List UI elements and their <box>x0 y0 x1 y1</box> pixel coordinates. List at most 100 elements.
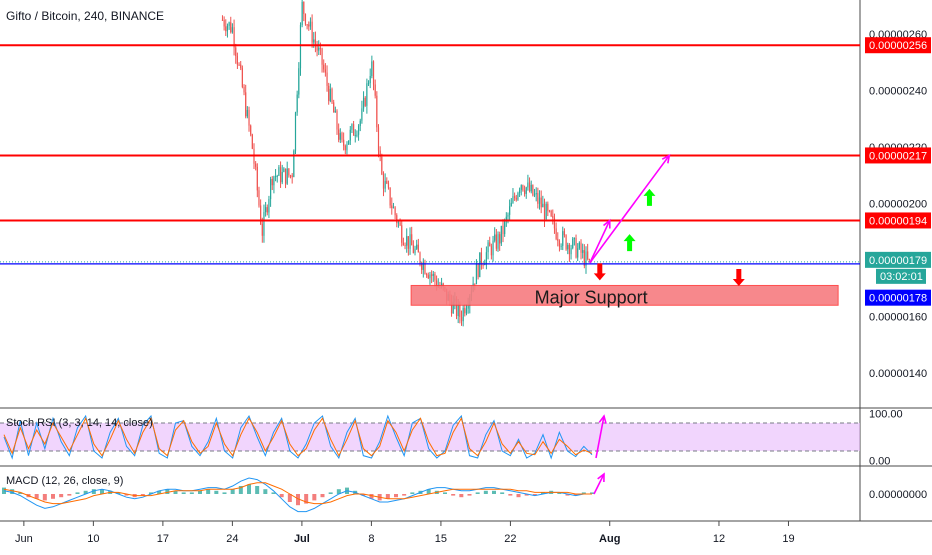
macd-histogram-bar <box>336 489 341 494</box>
stoch-y-tick: 0.00 <box>869 455 890 467</box>
candle-body <box>396 215 398 224</box>
candle-body <box>474 283 476 285</box>
arrow-down-icon[interactable] <box>732 268 745 286</box>
candle-body <box>558 240 561 247</box>
macd-histogram-bar <box>230 489 235 494</box>
candle-body <box>520 185 522 190</box>
macd-histogram-bar <box>524 494 529 496</box>
x-tick-label: 24 <box>226 533 238 545</box>
candle-body <box>477 264 479 278</box>
macd-histogram-bar <box>173 490 178 494</box>
support-zone[interactable] <box>410 284 839 306</box>
stoch-projection-arrow[interactable] <box>595 415 605 459</box>
candle-body <box>386 180 388 184</box>
candle-body <box>572 238 574 249</box>
macd-histogram-bar <box>59 494 64 498</box>
stoch-projection-arrow-head <box>598 414 607 424</box>
candle-body <box>246 109 248 117</box>
candle-body <box>397 222 400 224</box>
candle-body <box>522 185 524 191</box>
candle-body <box>523 190 526 194</box>
candle-body <box>384 180 386 189</box>
candle-body <box>401 225 403 243</box>
candle-body <box>527 182 529 188</box>
candle-body <box>318 47 320 51</box>
candle-body <box>538 197 541 204</box>
candle-body <box>552 216 554 218</box>
macd-histogram-bar <box>263 489 268 494</box>
candle-body <box>540 197 542 208</box>
candle-body <box>412 245 414 253</box>
candle-body <box>509 206 511 215</box>
macd-histogram-bar <box>189 492 194 494</box>
candle-body <box>480 252 483 265</box>
candle-body <box>547 203 549 211</box>
candle-body <box>333 102 335 113</box>
projection-arrow[interactable] <box>589 220 611 264</box>
candle-body <box>367 83 370 85</box>
candle-body <box>294 112 297 151</box>
candle-body <box>543 203 546 220</box>
macd-histogram-bar <box>385 494 390 499</box>
candle-body <box>459 304 461 317</box>
projection-arrow-head <box>603 218 611 229</box>
macd-histogram-bar <box>181 492 186 494</box>
candle-body <box>268 199 270 213</box>
candle-body <box>304 13 307 25</box>
stoch-rsi-pane: Stoch RSI (3, 3, 14, 14, close) 100.00 0.0… <box>0 409 903 467</box>
candle-body <box>394 207 396 216</box>
candle-body <box>293 150 295 178</box>
candle-body <box>306 24 308 26</box>
candle-body <box>510 202 512 207</box>
candle-body <box>328 85 330 101</box>
candle-body <box>334 110 336 113</box>
candle-body <box>537 193 539 204</box>
macd-projection-arrow[interactable] <box>593 473 605 495</box>
candle-body <box>495 234 497 249</box>
arrow-down-icon[interactable] <box>593 263 606 281</box>
macd-histogram-bar <box>157 490 162 494</box>
candle-body <box>519 189 521 194</box>
candle-body <box>382 174 385 189</box>
macd-histogram-bar <box>100 489 104 494</box>
arrow-up-icon[interactable] <box>643 188 656 206</box>
candle-body <box>308 24 310 27</box>
candle-body <box>286 168 288 184</box>
candle-body <box>377 127 380 151</box>
candle-body <box>460 316 463 322</box>
macd-histogram-bar <box>459 494 464 498</box>
candle-body <box>341 133 343 140</box>
macd-histogram-bar <box>426 489 431 494</box>
candle-body <box>369 76 371 84</box>
candle-body <box>525 187 527 194</box>
candle-body <box>582 250 584 253</box>
x-tick-label: 10 <box>87 533 99 545</box>
candle-body <box>465 308 468 314</box>
candle-body <box>422 262 424 270</box>
candle-body <box>336 110 338 130</box>
candle-body <box>364 97 366 106</box>
macd-line <box>3 477 592 513</box>
macd-histogram-bar <box>75 492 80 494</box>
candle-body <box>533 194 536 196</box>
candle-body <box>296 94 298 113</box>
arrow-up-icon[interactable] <box>623 234 636 252</box>
macd-histogram-bar <box>287 494 292 502</box>
candle-body <box>343 139 345 146</box>
candle-body <box>309 21 312 27</box>
y-tick-label: 0.00000240 <box>869 85 927 97</box>
projection-arrow[interactable] <box>589 154 670 264</box>
candle-body <box>324 69 326 73</box>
candle-body <box>265 207 267 213</box>
candle-body <box>238 64 240 66</box>
candle-body <box>281 171 283 183</box>
candle-body <box>585 251 587 266</box>
candle-body <box>299 25 302 69</box>
candle-body <box>436 280 438 288</box>
macd-y-tick: 0.00000000 <box>869 489 927 501</box>
candle-body <box>514 196 516 198</box>
candle-body <box>407 236 409 249</box>
candle-body <box>489 242 491 247</box>
